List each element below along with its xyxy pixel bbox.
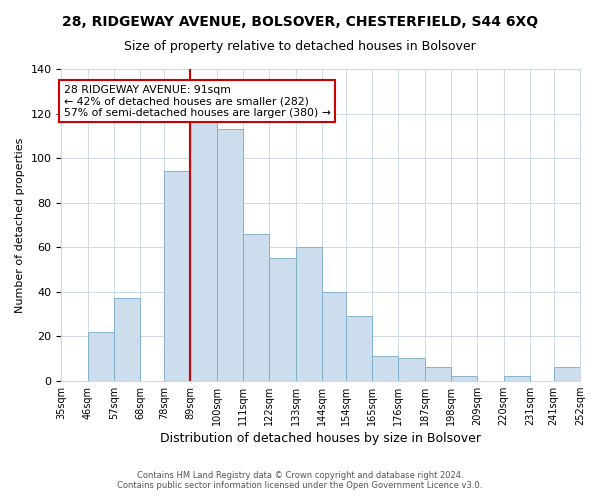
- Bar: [114, 298, 140, 380]
- Bar: [88, 332, 114, 380]
- Text: Contains HM Land Registry data © Crown copyright and database right 2024.
Contai: Contains HM Land Registry data © Crown c…: [118, 470, 482, 490]
- Bar: [451, 376, 477, 380]
- Bar: [164, 172, 190, 380]
- Text: 28 RIDGEWAY AVENUE: 91sqm
← 42% of detached houses are smaller (282)
57% of semi: 28 RIDGEWAY AVENUE: 91sqm ← 42% of detac…: [64, 84, 331, 118]
- Bar: [296, 247, 322, 380]
- X-axis label: Distribution of detached houses by size in Bolsover: Distribution of detached houses by size …: [160, 432, 481, 445]
- Bar: [269, 258, 296, 380]
- Y-axis label: Number of detached properties: Number of detached properties: [15, 137, 25, 312]
- Bar: [217, 129, 243, 380]
- Bar: [554, 368, 580, 380]
- Bar: [425, 368, 451, 380]
- Bar: [322, 292, 346, 380]
- Bar: [372, 356, 398, 380]
- Bar: [243, 234, 269, 380]
- Bar: [503, 376, 530, 380]
- Text: Size of property relative to detached houses in Bolsover: Size of property relative to detached ho…: [124, 40, 476, 53]
- Bar: [398, 358, 425, 380]
- Bar: [346, 316, 372, 380]
- Bar: [190, 118, 217, 380]
- Text: 28, RIDGEWAY AVENUE, BOLSOVER, CHESTERFIELD, S44 6XQ: 28, RIDGEWAY AVENUE, BOLSOVER, CHESTERFI…: [62, 15, 538, 29]
